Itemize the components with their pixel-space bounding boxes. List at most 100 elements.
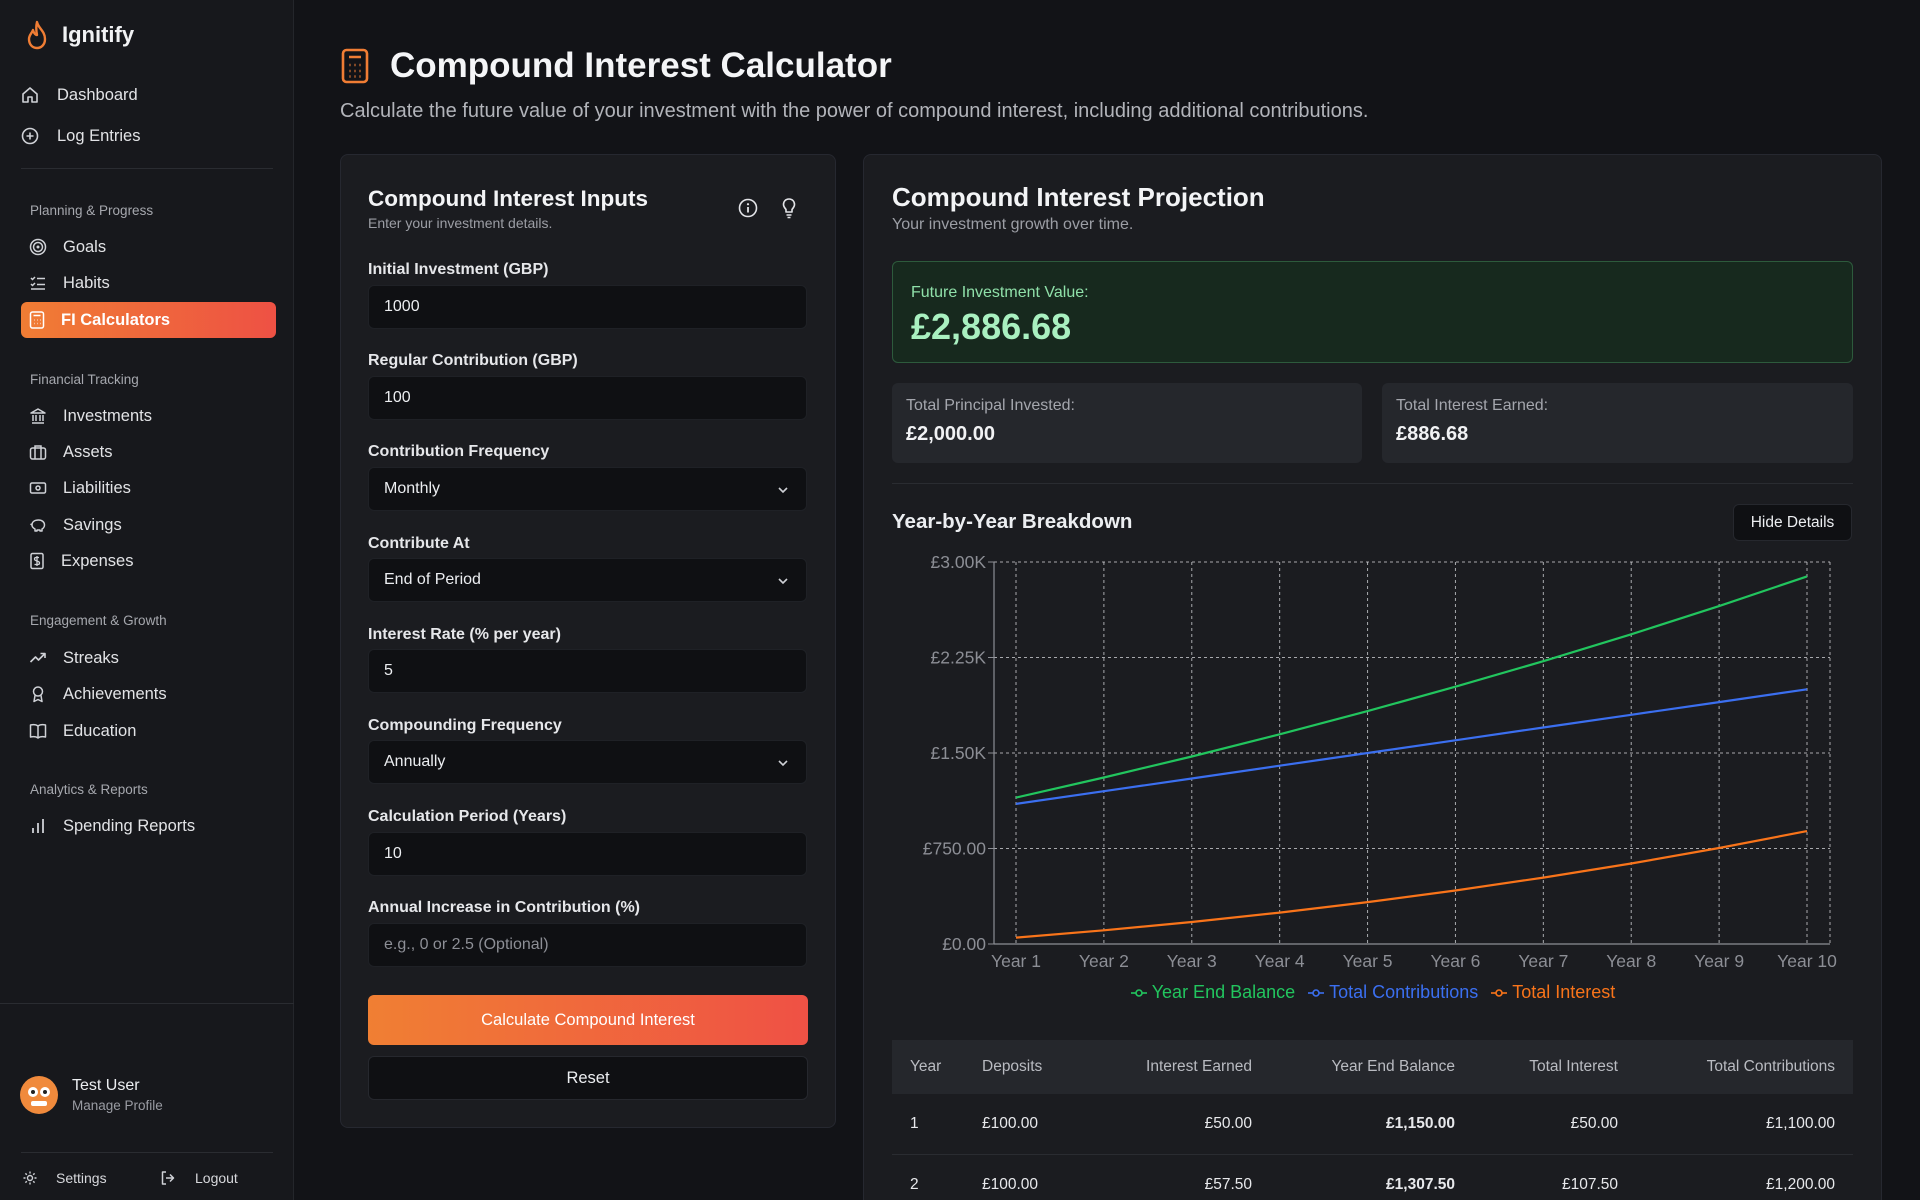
sidebar-item-assets[interactable]: Assets bbox=[21, 434, 276, 470]
sidebar-item-achievements[interactable]: Achievements bbox=[21, 676, 276, 712]
logout-button[interactable]: Logout bbox=[160, 1170, 238, 1186]
sidebar-item-log-entries[interactable]: Log Entries bbox=[21, 118, 276, 154]
sidebar-item-investments[interactable]: Investments bbox=[21, 398, 276, 434]
inputs-card-header: Compound Interest Inputs Enter your inve… bbox=[368, 186, 648, 231]
sidebar-item-label: Achievements bbox=[63, 684, 167, 703]
sidebar-item-habits[interactable]: Habits bbox=[21, 265, 276, 301]
target-icon bbox=[29, 238, 47, 256]
cell-total-contributions: £1,100.00 bbox=[1766, 1115, 1835, 1132]
user-profile[interactable]: Test User Manage Profile bbox=[20, 1076, 163, 1114]
sidebar-divider bbox=[21, 1152, 273, 1153]
field-value: 1000 bbox=[384, 298, 420, 315]
calculator-icon bbox=[341, 48, 369, 84]
award-icon bbox=[32, 686, 44, 703]
sidebar-item-savings[interactable]: Savings bbox=[21, 507, 276, 543]
compounding-frequency-select[interactable]: Annually bbox=[368, 740, 807, 784]
chevron-down-icon bbox=[778, 578, 788, 585]
lightbulb-icon[interactable] bbox=[779, 197, 799, 219]
legend-label: Year End Balance bbox=[1151, 982, 1296, 1002]
sidebar-item-label: FI Calculators bbox=[61, 310, 171, 329]
y-tick-label: £2.25K bbox=[931, 648, 987, 668]
series-line-year-end-balance bbox=[1015, 575, 1808, 799]
contribution-frequency-select[interactable]: Monthly bbox=[368, 467, 807, 511]
cell-total-interest: £107.50 bbox=[1561, 1176, 1618, 1193]
contribute-at-select[interactable]: End of Period bbox=[368, 558, 807, 602]
home-icon bbox=[22, 87, 38, 103]
cell-deposits: £100.00 bbox=[982, 1115, 1039, 1132]
reset-button[interactable]: Reset bbox=[368, 1056, 808, 1100]
calculator-icon bbox=[29, 311, 45, 329]
x-tick-label: Year 9 bbox=[1694, 951, 1744, 971]
sidebar-item-fi-calculators[interactable]: FI Calculators bbox=[21, 302, 276, 338]
interest-value: £886.68 bbox=[1396, 423, 1469, 445]
user-name: Test User bbox=[72, 1077, 140, 1094]
regular-contribution-input[interactable]: 100 bbox=[368, 376, 807, 420]
regular-contribution-label: Regular Contribution (GBP) bbox=[368, 352, 578, 369]
sidebar-item-label: Log Entries bbox=[57, 126, 141, 145]
section-divider bbox=[892, 483, 1853, 484]
sidebar-item-expenses[interactable]: Expenses bbox=[21, 543, 276, 579]
sidebar-item-label: Streaks bbox=[63, 648, 119, 667]
y-tick-label: £0.00 bbox=[942, 934, 986, 954]
brand[interactable]: Ignitify bbox=[24, 20, 134, 50]
x-tick-label: Year 10 bbox=[1777, 951, 1837, 971]
annual-increase-input[interactable]: e.g., 0 or 2.5 (Optional) bbox=[368, 923, 807, 967]
sidebar-item-label: Dashboard bbox=[57, 85, 138, 104]
x-tick-label: Year 5 bbox=[1343, 951, 1393, 971]
avatar bbox=[20, 1076, 58, 1114]
piggy-bank-icon bbox=[30, 519, 46, 532]
section-title-analytics: Analytics & Reports bbox=[30, 782, 148, 797]
logout-icon bbox=[161, 1171, 175, 1185]
legend-item[interactable]: Total Interest bbox=[1490, 982, 1615, 1003]
field-value: 100 bbox=[384, 389, 411, 406]
th-interest-earned: Interest Earned bbox=[1146, 1058, 1252, 1075]
field-value: 5 bbox=[384, 662, 393, 679]
legend-item[interactable]: Year End Balance bbox=[1130, 982, 1295, 1003]
calculation-period-input[interactable]: 10 bbox=[368, 832, 807, 876]
hide-details-button[interactable]: Hide Details bbox=[1733, 504, 1852, 541]
interest-rate-label: Interest Rate (% per year) bbox=[368, 626, 561, 643]
sidebar-item-education[interactable]: Education bbox=[21, 713, 276, 749]
section-title-engagement: Engagement & Growth bbox=[30, 613, 167, 628]
field-value: Monthly bbox=[384, 480, 441, 497]
inputs-subtitle: Enter your investment details. bbox=[368, 215, 553, 231]
sidebar-item-label: Spending Reports bbox=[63, 816, 196, 835]
series-line-total-interest bbox=[1015, 830, 1808, 939]
future-value-box: Future Investment Value: £2,886.68 bbox=[892, 261, 1853, 363]
briefcase-icon bbox=[29, 445, 47, 460]
flame-icon bbox=[27, 20, 47, 50]
sidebar-item-streaks[interactable]: Streaks bbox=[21, 640, 276, 676]
info-icon[interactable] bbox=[738, 198, 758, 218]
th-deposits: Deposits bbox=[982, 1058, 1043, 1075]
page-header: Compound Interest Calculator bbox=[340, 46, 892, 86]
manage-profile-link[interactable]: Manage Profile bbox=[72, 1098, 163, 1113]
future-value-label: Future Investment Value: bbox=[911, 284, 1089, 301]
sidebar-item-label: Education bbox=[63, 721, 137, 740]
sidebar-item-spending-reports[interactable]: Spending Reports bbox=[21, 808, 276, 844]
calculate-button[interactable]: Calculate Compound Interest bbox=[368, 995, 808, 1045]
sidebar-item-label: Liabilities bbox=[63, 478, 131, 497]
section-title-financial: Financial Tracking bbox=[30, 372, 139, 387]
banknote-icon bbox=[29, 482, 47, 494]
cell-deposits: £100.00 bbox=[982, 1176, 1039, 1193]
sidebar-item-goals[interactable]: Goals bbox=[21, 229, 276, 265]
y-tick-label: £1.50K bbox=[931, 743, 987, 763]
legend-item[interactable]: Total Contributions bbox=[1307, 982, 1478, 1003]
table-row: 2 £100.00 £57.50 £1,307.50 £107.50 £1,20… bbox=[892, 1155, 1853, 1200]
sidebar-item-label: Goals bbox=[63, 237, 107, 256]
field-placeholder: e.g., 0 or 2.5 (Optional) bbox=[384, 936, 549, 953]
sidebar: Ignitify Dashboard Log Entries Planning … bbox=[0, 0, 294, 1200]
settings-button[interactable]: Settings bbox=[22, 1170, 107, 1186]
th-year-end-balance: Year End Balance bbox=[1331, 1058, 1455, 1075]
initial-investment-input[interactable]: 1000 bbox=[368, 285, 807, 329]
logout-label: Logout bbox=[195, 1170, 238, 1186]
th-total-interest: Total Interest bbox=[1529, 1058, 1618, 1075]
interest-rate-input[interactable]: 5 bbox=[368, 649, 807, 693]
inputs-title: Compound Interest Inputs bbox=[368, 186, 648, 211]
sidebar-item-dashboard[interactable]: Dashboard bbox=[21, 77, 276, 113]
sidebar-item-liabilities[interactable]: Liabilities bbox=[21, 470, 276, 506]
legend-label: Total Interest bbox=[1512, 982, 1616, 1002]
breakdown-table: Year Deposits Interest Earned Year End B… bbox=[892, 1040, 1853, 1200]
principal-value: £2,000.00 bbox=[906, 423, 995, 445]
x-tick-label: Year 1 bbox=[991, 951, 1041, 971]
